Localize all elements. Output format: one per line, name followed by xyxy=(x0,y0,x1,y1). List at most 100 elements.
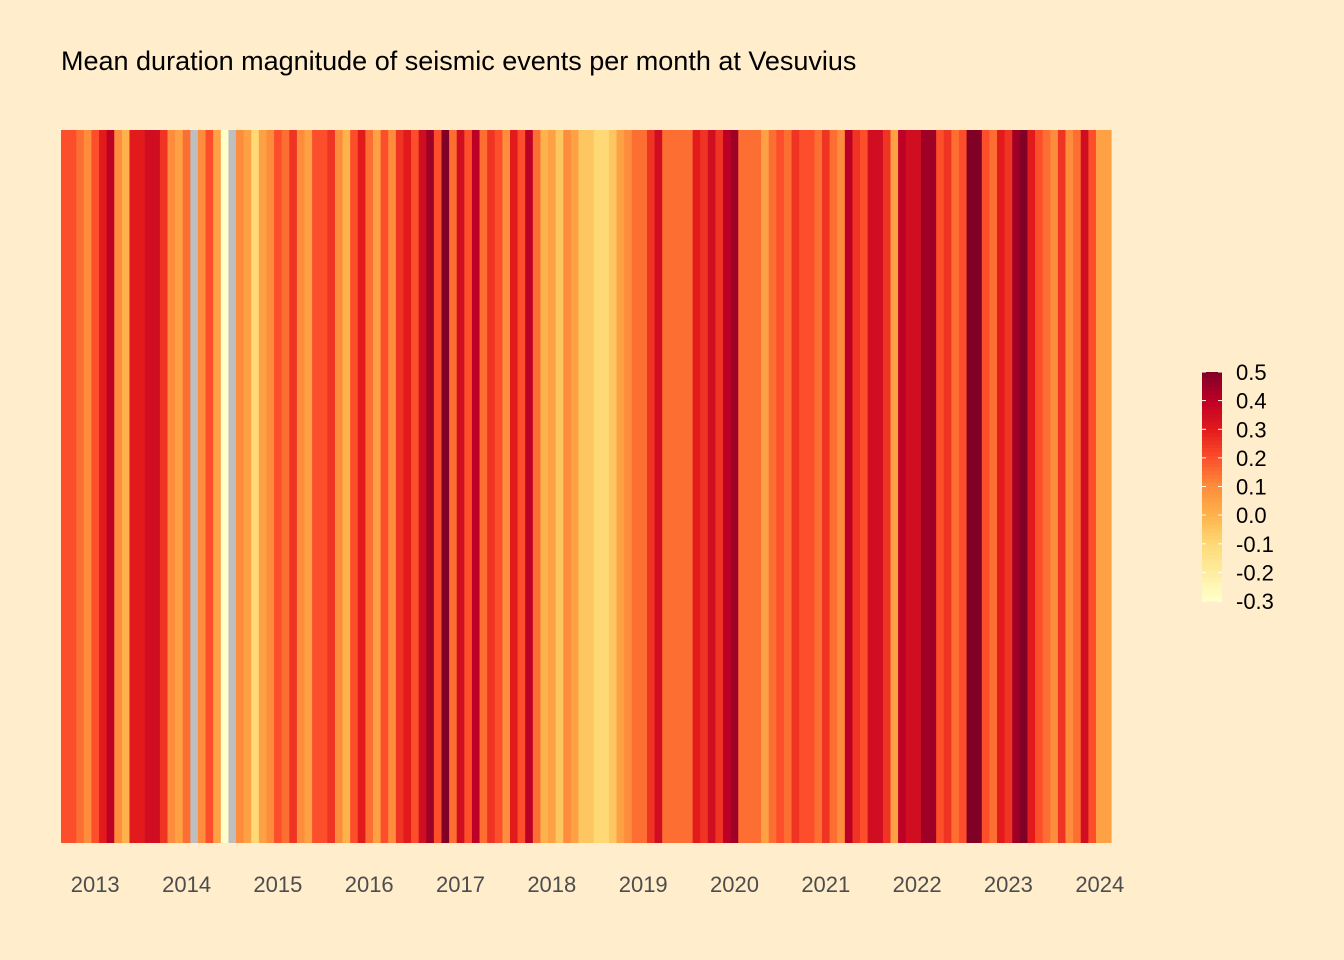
stripe-2016-02 xyxy=(342,130,351,843)
legend-color-step xyxy=(1202,383,1222,388)
stripe-2019-07 xyxy=(654,130,663,843)
stripe-2016-05 xyxy=(365,130,374,843)
stripe-2013-10 xyxy=(129,130,138,843)
stripe-2022-12 xyxy=(966,130,975,843)
stripe-2014-11 xyxy=(228,130,237,843)
stripe-2018-03 xyxy=(532,130,541,843)
legend-color-step xyxy=(1202,578,1222,583)
stripe-2023-07 xyxy=(1019,130,1028,843)
legend-color-step xyxy=(1202,444,1222,449)
stripe-2017-06 xyxy=(464,130,473,843)
stripe-2023-08 xyxy=(1027,130,1036,843)
legend-labels: 0.5 0.4 0.3 0.2 0.1 0.0 -0.1 -0.2 -0.3 xyxy=(1236,360,1274,614)
legend-color-step xyxy=(1202,394,1222,400)
stripe-2019-06 xyxy=(646,130,655,843)
stripe-2022-07 xyxy=(928,130,937,843)
legend-color-step xyxy=(1202,505,1222,510)
stripe-2014-03 xyxy=(167,130,176,843)
legend-color-step xyxy=(1202,379,1222,384)
legend-color-step xyxy=(1202,539,1222,545)
stripe-2015-06 xyxy=(281,130,290,843)
stripe-2018-04 xyxy=(540,130,549,843)
stripe-2013-05 xyxy=(91,130,100,843)
legend-color-step xyxy=(1202,406,1222,411)
stripe-2019-10 xyxy=(677,130,686,843)
stripe-2016-11 xyxy=(411,130,420,843)
legend-color-step xyxy=(1202,471,1222,476)
legend-color-step xyxy=(1202,517,1222,522)
stripe-2024-05 xyxy=(1095,130,1104,843)
stripe-2023-05 xyxy=(1004,130,1013,843)
x-tick-label-2022: 2022 xyxy=(893,872,942,897)
stripe-2015-05 xyxy=(274,130,283,843)
stripe-2017-09 xyxy=(487,130,496,843)
stripe-2015-07 xyxy=(289,130,298,843)
stripe-2015-11 xyxy=(319,130,328,843)
legend-color-step xyxy=(1202,555,1222,560)
stripe-2014-06 xyxy=(190,130,199,843)
stripe-2022-03 xyxy=(898,130,907,843)
stripe-2023-11 xyxy=(1050,130,1059,843)
legend-color-step xyxy=(1202,551,1222,556)
legend-color-step xyxy=(1202,417,1222,423)
legend-label: 0.0 xyxy=(1236,503,1267,528)
legend-color-step xyxy=(1202,585,1222,591)
stripe-2014-05 xyxy=(182,130,191,843)
stripe-2016-10 xyxy=(403,130,412,843)
legend-colorbar xyxy=(1202,372,1222,602)
stripe-2023-06 xyxy=(1012,130,1021,843)
stripe-2017-10 xyxy=(494,130,503,843)
stripe-2022-10 xyxy=(951,130,960,843)
stripe-2018-07 xyxy=(563,130,572,843)
stripe-2016-01 xyxy=(334,130,343,843)
stripe-2019-08 xyxy=(662,130,671,843)
stripe-2014-04 xyxy=(175,130,184,843)
legend-color-step xyxy=(1202,421,1222,426)
legend-color-step xyxy=(1202,448,1222,453)
legend-color-step xyxy=(1202,562,1222,568)
stripe-2020-12 xyxy=(783,130,792,843)
stripe-2022-06 xyxy=(920,130,929,843)
legend-color-step xyxy=(1202,524,1222,529)
stripe-2019-12 xyxy=(692,130,701,843)
stripe-2020-02 xyxy=(707,130,716,843)
legend-label: 0.5 xyxy=(1236,360,1267,385)
stripe-2022-09 xyxy=(943,130,952,843)
stripe-2013-07 xyxy=(106,130,115,843)
stripe-2013-11 xyxy=(137,130,146,843)
stripe-2017-03 xyxy=(441,130,450,843)
stripe-2016-06 xyxy=(373,130,382,843)
stripe-2021-02 xyxy=(799,130,808,843)
stripe-2020-04 xyxy=(723,130,732,843)
x-tick-label-2013: 2013 xyxy=(71,872,120,897)
stripe-2023-03 xyxy=(989,130,998,843)
stripe-2018-09 xyxy=(578,130,587,843)
legend-color-step xyxy=(1202,536,1222,541)
legend-color-step xyxy=(1202,425,1222,430)
stripe-2024-01 xyxy=(1065,130,1074,843)
stripe-2013-03 xyxy=(76,130,85,843)
stripe-2017-01 xyxy=(426,130,435,843)
legend-color-step xyxy=(1202,494,1222,499)
stripe-2013-02 xyxy=(68,130,77,843)
stripe-2018-01 xyxy=(517,130,526,843)
stripe-2015-09 xyxy=(304,130,313,843)
legend-label: 0.2 xyxy=(1236,446,1267,471)
stripe-2013-08 xyxy=(114,130,123,843)
stripe-2016-12 xyxy=(418,130,427,843)
stripe-2017-04 xyxy=(449,130,458,843)
stripe-2021-07 xyxy=(837,130,846,843)
stripe-2021-09 xyxy=(852,130,861,843)
legend-color-step xyxy=(1202,593,1222,598)
x-tick-label-2014: 2014 xyxy=(162,872,211,897)
stripe-2020-09 xyxy=(761,130,770,843)
stripe-2016-04 xyxy=(357,130,366,843)
legend-color-step xyxy=(1202,532,1222,537)
legend-label: -0.1 xyxy=(1236,532,1274,557)
legend-color-step xyxy=(1202,372,1222,377)
legend-color-step xyxy=(1202,501,1222,507)
legend-color-step xyxy=(1202,398,1222,404)
stripe-2014-08 xyxy=(205,130,214,843)
stripe-2019-05 xyxy=(639,130,648,843)
stripe-2014-09 xyxy=(213,130,222,843)
